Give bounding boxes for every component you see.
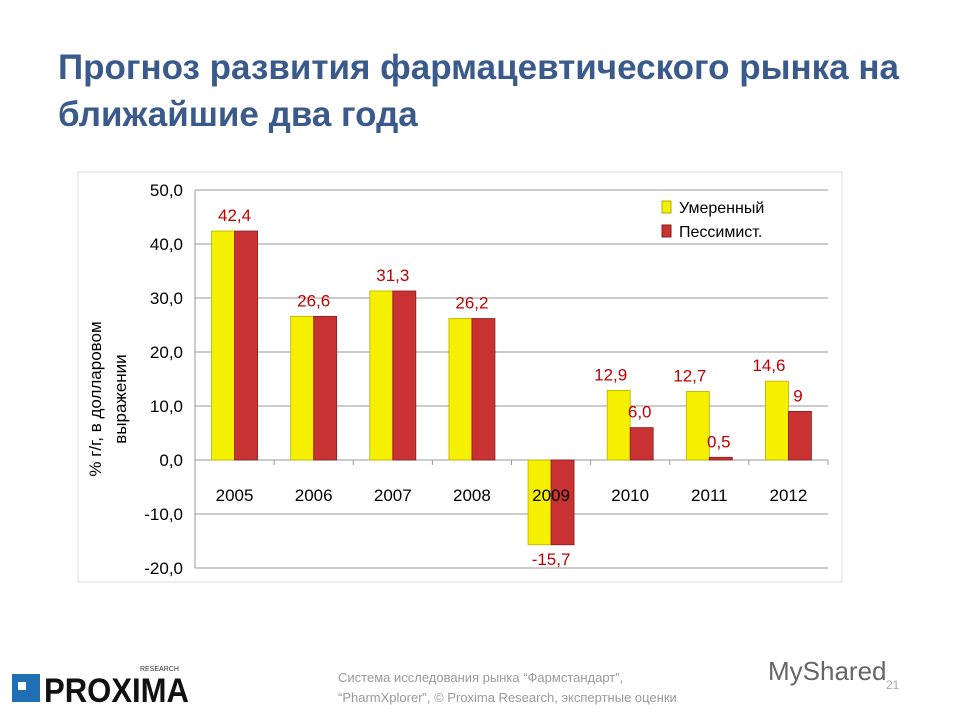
slide-title: Прогноз развития фармацевтического рынка… bbox=[58, 48, 899, 134]
x-tick-label: 2006 bbox=[295, 486, 333, 505]
data-label: 26,6 bbox=[297, 291, 330, 310]
y-tick-label: 20,0 bbox=[150, 343, 183, 362]
y-axis-label: выражении bbox=[111, 354, 130, 443]
y-tick-label: -20,0 bbox=[144, 559, 183, 578]
bar-2010-moderate bbox=[606, 389, 631, 461]
bar-2005-pessimistic bbox=[234, 230, 258, 461]
source-line-2: “PharmXplorer”, © Proxima Research, эксп… bbox=[338, 690, 677, 705]
data-label: 14,6 bbox=[752, 356, 785, 375]
data-label: 12,7 bbox=[673, 366, 706, 385]
bar-2011-pessimistic bbox=[708, 456, 733, 461]
data-label: 42,4 bbox=[218, 206, 251, 225]
data-label: 31,3 bbox=[376, 266, 409, 285]
legend-label: Умеренный bbox=[679, 200, 764, 217]
y-tick-label: 10,0 bbox=[150, 397, 183, 416]
svg-text:PROXIMA: PROXIMA bbox=[44, 672, 189, 704]
proxima-logo: PROXIMA RESEARCH bbox=[12, 666, 189, 704]
data-label: 0,5 bbox=[707, 432, 731, 451]
y-tick-label: 40,0 bbox=[150, 235, 183, 254]
data-label: 12,9 bbox=[594, 365, 627, 384]
bar-2008-pessimistic bbox=[471, 318, 496, 461]
page-number: 21 bbox=[886, 678, 900, 692]
y-tick-label: 0,0 bbox=[159, 451, 183, 470]
source-note: Система исследования рынка “Фармстандарт… bbox=[338, 668, 677, 708]
data-label: 26,2 bbox=[455, 294, 488, 313]
x-tick-label: 2011 bbox=[691, 486, 728, 505]
data-label: 6,0 bbox=[628, 403, 652, 422]
data-label: -15,7 bbox=[532, 550, 571, 569]
source-line-1: Система исследования рынка “Фармстандарт… bbox=[338, 670, 624, 685]
y-tick-label: 50,0 bbox=[150, 181, 183, 200]
y-tick-label: -10,0 bbox=[144, 505, 183, 524]
x-tick-label: 2010 bbox=[611, 486, 649, 505]
x-tick-label: 2012 bbox=[770, 486, 808, 505]
x-tick-label: 2008 bbox=[453, 486, 491, 505]
bar-2005-moderate bbox=[211, 230, 235, 461]
bar-2009-pessimistic bbox=[550, 459, 575, 546]
x-tick-label: 2007 bbox=[374, 486, 412, 505]
y-tick-label: 30,0 bbox=[150, 289, 183, 308]
bar-2010-pessimistic bbox=[629, 427, 654, 461]
bar-2011-moderate bbox=[685, 391, 710, 461]
legend-swatch bbox=[661, 200, 672, 214]
bar-2007-moderate bbox=[369, 290, 394, 461]
legend-label: Пессимист. bbox=[679, 224, 762, 241]
x-tick-label: 2009 bbox=[532, 486, 570, 505]
x-tick-label: 2005 bbox=[216, 486, 254, 505]
myshared-watermark: MyShared bbox=[768, 656, 887, 686]
bar-2006-pessimistic bbox=[313, 315, 338, 461]
y-axis-label: % г/г, в долларовом bbox=[86, 321, 105, 476]
legend-swatch bbox=[661, 224, 672, 238]
bar-2012-pessimistic bbox=[788, 410, 812, 461]
bar-2012-moderate bbox=[765, 380, 789, 461]
bar-2008-moderate bbox=[448, 318, 473, 461]
bar-2006-moderate bbox=[290, 315, 315, 461]
svg-text:RESEARCH: RESEARCH bbox=[140, 666, 179, 673]
data-label: 9 bbox=[793, 386, 802, 405]
bar-2007-pessimistic bbox=[392, 290, 417, 461]
